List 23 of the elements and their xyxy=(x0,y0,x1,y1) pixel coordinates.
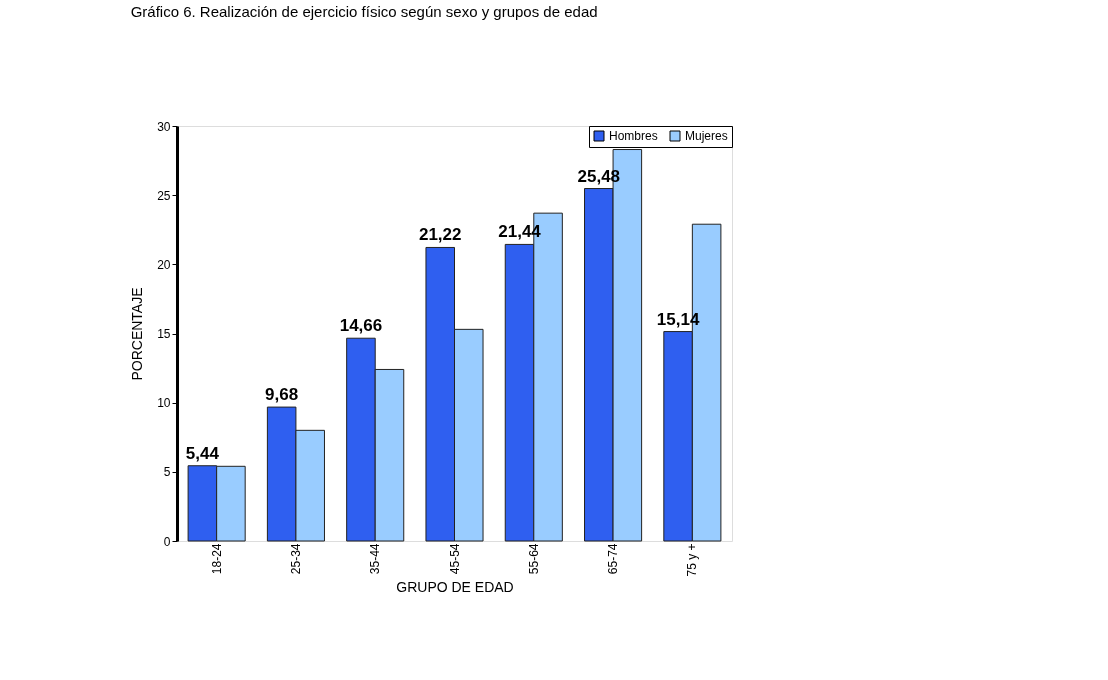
y-axis-title: PORCENTAJE xyxy=(129,287,146,381)
legend-label: Hombres xyxy=(609,129,658,143)
x-tick-label: 55-64 xyxy=(526,543,541,575)
x-tick-label: 75 y + xyxy=(685,543,700,577)
data-label: 5,44 xyxy=(185,443,220,463)
x-tick-label: 25-34 xyxy=(288,543,303,575)
legend-label: Mujeres xyxy=(685,129,728,143)
y-tick-label: 10 xyxy=(157,396,171,411)
y-tick-label: 15 xyxy=(157,327,171,341)
x-tick-label: 35-44 xyxy=(368,543,383,575)
x-tick-label: 65-74 xyxy=(606,543,621,575)
x-axis-title: GRUPO DE EDAD xyxy=(396,578,514,595)
x-tick-label: 45-54 xyxy=(447,543,462,575)
y-tick-label: 25 xyxy=(157,188,171,203)
chart-title: Gráfico 6. Realización de ejercicio físico según sexo y grupos de edad xyxy=(130,3,598,20)
y-tick-label: 0 xyxy=(163,534,171,549)
x-tick-label: 18-24 xyxy=(209,543,224,575)
data-label: 14,66 xyxy=(339,316,383,336)
y-tick-label: 30 xyxy=(157,119,171,134)
y-tick-label: 5 xyxy=(163,465,171,480)
data-label: 21,22 xyxy=(418,225,462,245)
data-label: 9,68 xyxy=(265,385,299,405)
y-tick-label: 20 xyxy=(157,257,171,272)
